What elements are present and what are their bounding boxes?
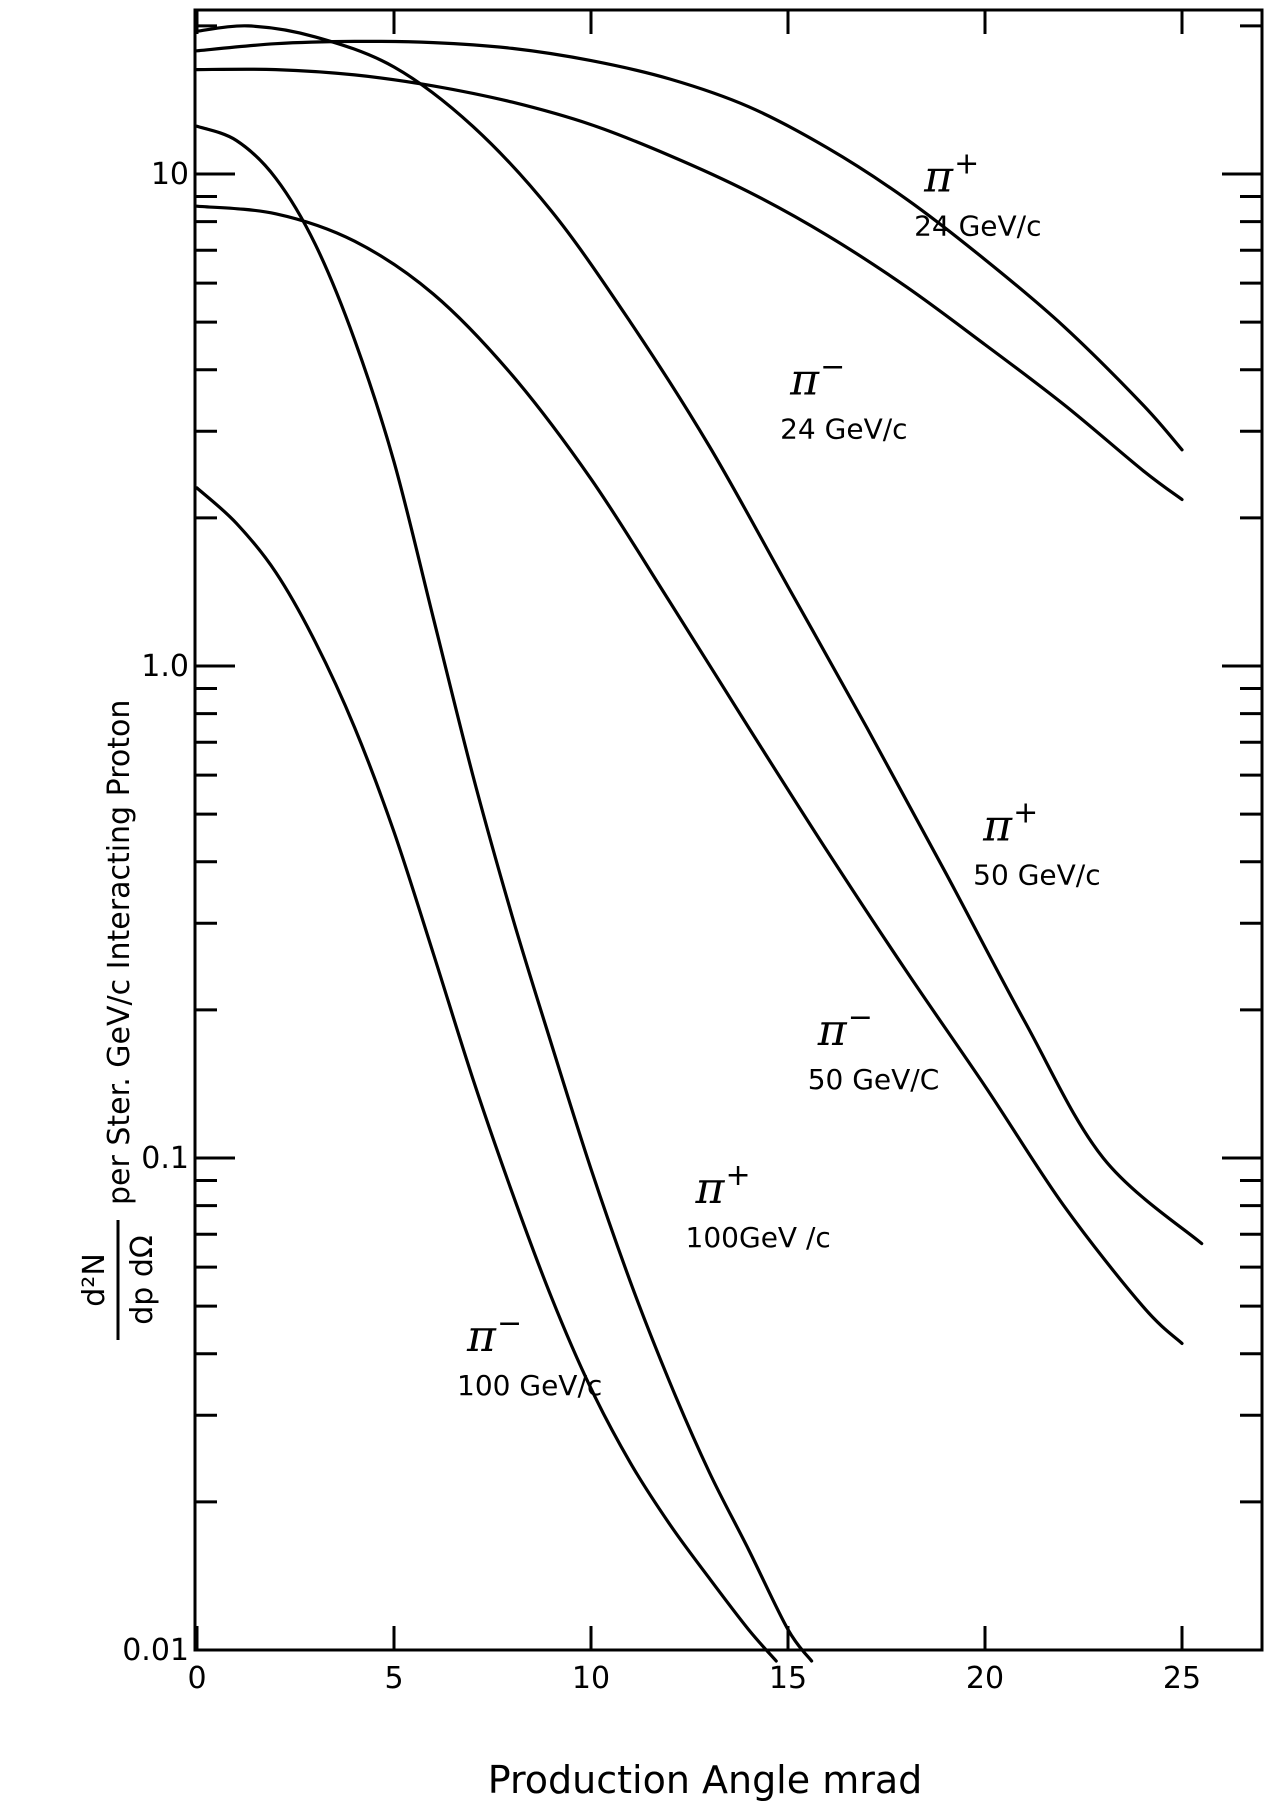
x-tick-label: 15 <box>769 1661 807 1696</box>
energy-label: 100 GeV/c <box>457 1369 602 1402</box>
y-tick-label: 0.01 <box>122 1633 189 1668</box>
energy-label: 50 GeV/c <box>973 858 1100 891</box>
energy-label: 100GeV /c <box>686 1221 831 1254</box>
charge-sign: − <box>848 1000 873 1035</box>
curve-label: π +50 GeV/c <box>973 795 1100 891</box>
energy-label: 24 GeV/c <box>780 413 907 446</box>
pi-symbol: π <box>982 800 1013 851</box>
y-label-numerator: d²N <box>77 1253 112 1307</box>
charge-sign: − <box>497 1306 522 1341</box>
x-axis-label: Production Angle mrad <box>488 1758 923 1802</box>
pi-symbol: π <box>695 1163 726 1214</box>
series-line-pi-minus-24 <box>195 67 1184 502</box>
y-label-denominator: dp dΩ <box>125 1235 160 1325</box>
charge-sign: − <box>820 350 845 385</box>
pi-symbol: π <box>923 151 954 202</box>
charge-sign: + <box>1013 795 1038 830</box>
y-tick-label: 1.0 <box>141 649 189 684</box>
curve-label: π − 100 GeV/c <box>457 1306 602 1402</box>
series-line-pi-plus-100 <box>195 124 814 1663</box>
series-curves <box>195 24 1204 1663</box>
series-line-pi-minus-50 <box>195 204 1184 1345</box>
x-tick-label: 0 <box>187 1661 206 1696</box>
x-tick-label: 25 <box>1163 1661 1201 1696</box>
charge-sign: + <box>726 1158 751 1193</box>
y-tick-label: 0.1 <box>141 1141 189 1176</box>
pi-symbol: π <box>789 355 820 406</box>
curve-annotations: π +24 GeV/cπ −24 GeV/cπ +50 GeV/cπ −50 GeV/C… <box>457 146 1101 1401</box>
x-tick-label: 10 <box>572 1661 610 1696</box>
series-line-pi-plus-24 <box>195 39 1184 452</box>
series-line-pi-plus-50 <box>195 24 1204 1246</box>
x-tick-labels: 0 5 10 15 20 25 <box>187 1661 1201 1696</box>
pi-symbol: π <box>817 1005 848 1056</box>
y-tick-labels: 0.01 0.1 1.0 10 <box>122 157 189 1668</box>
energy-label: 50 GeV/C <box>808 1063 940 1096</box>
x-tick-label: 20 <box>966 1661 1004 1696</box>
curve-label: π +24 GeV/c <box>914 146 1041 242</box>
y-tick-label: 10 <box>151 157 189 192</box>
curve-label: π − 24 GeV/c <box>780 350 907 446</box>
axis-ticks <box>195 10 1262 1652</box>
plot-frame <box>193 8 1264 1652</box>
charge-sign: + <box>954 146 979 181</box>
energy-label: 24 GeV/c <box>914 209 1041 242</box>
curve-label: π − 50 GeV/C <box>808 1000 940 1096</box>
x-tick-label: 5 <box>384 1661 403 1696</box>
y-label-text: per Ster. GeV/c Interacting Proton <box>102 700 137 1205</box>
curve-label: π +100GeV /c <box>686 1158 831 1254</box>
pi-symbol: π <box>466 1311 497 1362</box>
y-axis-label: d²N dp dΩ per Ster. GeV/c Interacting Pr… <box>77 700 160 1340</box>
series-line-pi-minus-100 <box>195 486 778 1663</box>
